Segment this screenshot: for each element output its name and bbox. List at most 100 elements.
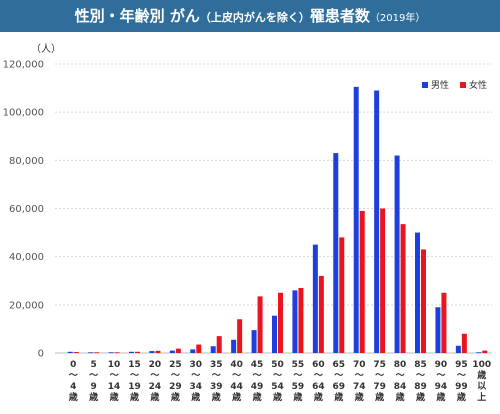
bar-female bbox=[339, 237, 345, 353]
x-tick-label: 歳 bbox=[109, 391, 119, 403]
x-tick-label: 歳 bbox=[415, 391, 425, 403]
x-tick-label: 歳 bbox=[68, 391, 78, 403]
x-tick-label: 〜 bbox=[69, 371, 78, 381]
title-suffix: 罹患者数 bbox=[309, 7, 370, 25]
legend-swatch bbox=[422, 82, 428, 88]
y-tick-label: 40,000 bbox=[9, 252, 44, 263]
x-tick-label: 歳 bbox=[435, 391, 445, 403]
x-tick-label: 54 bbox=[271, 382, 284, 392]
chart-title: 性別・年齢別 がん（上皮内がんを除く）罹患者数（2019年） bbox=[0, 0, 500, 32]
x-tick-label: 49 bbox=[251, 382, 264, 392]
y-tick-label: 120,000 bbox=[3, 60, 44, 71]
x-tick-label: 歳 bbox=[333, 391, 343, 403]
y-tick-label: 80,000 bbox=[9, 156, 44, 167]
x-tick-label: 10 bbox=[108, 360, 121, 370]
y-axis-ticks: 0 20,000 40,000 60,000 80,000 100,000 120,000 bbox=[3, 60, 44, 360]
bar-female bbox=[257, 296, 263, 353]
x-tick-label: 95 bbox=[455, 360, 468, 370]
x-tick-label: 〜 bbox=[171, 371, 180, 381]
x-tick-label: 歳 bbox=[292, 391, 302, 403]
bar-female bbox=[359, 210, 365, 353]
x-tick-label: 〜 bbox=[396, 371, 405, 381]
x-tick-label: 45 bbox=[251, 360, 264, 370]
x-tick-label: 〜 bbox=[191, 371, 200, 381]
x-tick-label: 歳 bbox=[88, 391, 98, 403]
x-tick-label: 65 bbox=[333, 360, 346, 370]
x-tick-label: 歳 bbox=[456, 391, 466, 403]
x-tick-label: 歳 bbox=[190, 391, 200, 403]
title-bar bbox=[0, 0, 500, 32]
x-axis-ticks: 0〜4歳5〜9歳10〜14歳15〜19歳20〜24歳25〜29歳30〜34歳35… bbox=[68, 360, 491, 403]
x-tick-label: 〜 bbox=[212, 371, 221, 381]
bar-female bbox=[114, 352, 120, 354]
x-tick-label: 歳 bbox=[252, 391, 262, 403]
x-tick-label: 84 bbox=[394, 382, 407, 392]
y-tick-label: 60,000 bbox=[9, 204, 44, 215]
x-tick-label: 〜 bbox=[293, 371, 302, 381]
x-tick-label: 〜 bbox=[150, 371, 159, 381]
x-tick-label: 歳 bbox=[129, 391, 139, 403]
bar-male bbox=[129, 351, 134, 353]
x-tick-label: 44 bbox=[230, 382, 243, 392]
bar-female bbox=[216, 336, 222, 353]
bar-male bbox=[149, 351, 155, 353]
x-tick-label: 〜 bbox=[416, 371, 425, 381]
y-unit-label: （人） bbox=[31, 44, 61, 55]
x-tick-label: 94 bbox=[435, 382, 448, 392]
x-tick-label: 〜 bbox=[273, 371, 282, 381]
x-tick-label: 〜 bbox=[334, 371, 343, 381]
x-tick-label: 〜 bbox=[355, 371, 364, 381]
legend-swatch bbox=[460, 82, 466, 88]
x-tick-label: 15 bbox=[128, 360, 141, 370]
x-tick-label: 歳 bbox=[231, 391, 241, 403]
x-tick-label: 70 bbox=[353, 360, 366, 370]
x-tick-label: 29 bbox=[169, 382, 182, 392]
x-tick-label: 歳 bbox=[170, 391, 180, 403]
x-tick-label: 34 bbox=[190, 382, 203, 392]
x-tick-label: 〜 bbox=[232, 371, 241, 381]
bar-female bbox=[175, 348, 181, 353]
bar-male bbox=[231, 339, 237, 353]
bar-male bbox=[435, 307, 441, 353]
x-tick-label: 39 bbox=[210, 382, 223, 392]
x-tick-label: 5 bbox=[91, 360, 97, 370]
x-tick-label: 69 bbox=[333, 382, 346, 392]
x-tick-label: 〜 bbox=[375, 371, 384, 381]
x-tick-label: 〜 bbox=[130, 371, 139, 381]
bar-male bbox=[312, 244, 318, 353]
x-tick-label: 50 bbox=[271, 360, 284, 370]
bar-female bbox=[318, 275, 324, 353]
bar-female bbox=[421, 249, 426, 353]
legend-label: 男性 bbox=[431, 79, 449, 91]
bars bbox=[67, 86, 488, 354]
x-tick-label: 歳 bbox=[374, 391, 384, 403]
x-tick-label: 上 bbox=[477, 391, 486, 403]
bar-male bbox=[272, 315, 277, 353]
x-tick-label: 79 bbox=[373, 382, 386, 392]
bar-female bbox=[441, 292, 447, 353]
x-tick-label: 歳 bbox=[211, 391, 221, 403]
y-tick-label: 20,000 bbox=[9, 300, 44, 311]
x-tick-label: 80 bbox=[394, 360, 407, 370]
x-tick-label: 20 bbox=[149, 360, 162, 370]
bar-male bbox=[67, 351, 73, 353]
x-tick-label: 85 bbox=[414, 360, 427, 370]
bar-male bbox=[476, 352, 482, 354]
x-tick-label: 24 bbox=[149, 382, 162, 392]
bar-female bbox=[73, 352, 79, 353]
x-tick-label: 歳 bbox=[354, 391, 364, 403]
bar-female bbox=[380, 208, 386, 353]
x-tick-label: 35 bbox=[210, 360, 223, 370]
x-tick-label: 〜 bbox=[89, 371, 98, 381]
bar-female bbox=[461, 333, 467, 353]
bar-male bbox=[210, 346, 216, 353]
bar-male bbox=[251, 330, 257, 353]
x-tick-label: 〜 bbox=[110, 371, 119, 381]
bar-female bbox=[135, 351, 140, 353]
title-paren: （上皮内がんを除く） bbox=[199, 11, 310, 24]
bar-female bbox=[155, 350, 161, 353]
x-tick-label: 歳 bbox=[395, 391, 405, 403]
x-tick-label: 59 bbox=[292, 382, 305, 392]
bar-male bbox=[394, 155, 400, 353]
